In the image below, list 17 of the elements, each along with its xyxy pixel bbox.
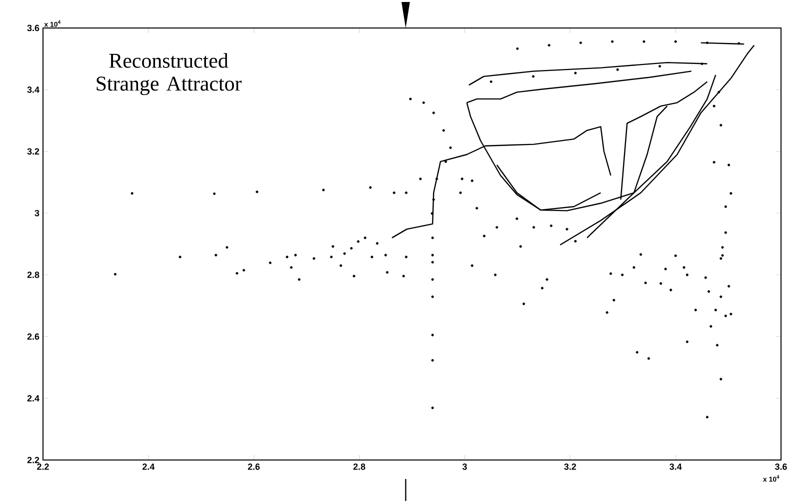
x-tick-label: 2.8: [353, 464, 366, 470]
x-tick-label: 3.6: [774, 464, 787, 470]
x-tick-label: 2.2: [37, 464, 49, 470]
x-tick-label: 3.2: [564, 464, 576, 470]
x-tick-label: 2.4: [142, 464, 155, 470]
y-tick-label: 3.6: [27, 25, 40, 32]
x-tick-label: 3.4: [670, 464, 682, 470]
y-tick-label: 3.2: [27, 148, 40, 155]
y-tick-label: 2.8: [27, 272, 40, 278]
y-tick-label: 3.4: [27, 86, 40, 94]
y-tick-label: 2.2: [27, 457, 40, 464]
y-tick-label: 3: [34, 210, 40, 217]
text: Reconstructed Strange Attractor: [96, 53, 242, 96]
y-tick-label: 2.4: [27, 395, 40, 402]
y-tick-label: 2.6: [27, 334, 40, 340]
x-tick-label: 3: [462, 464, 467, 470]
x-tick-label: 2.6: [248, 464, 260, 470]
